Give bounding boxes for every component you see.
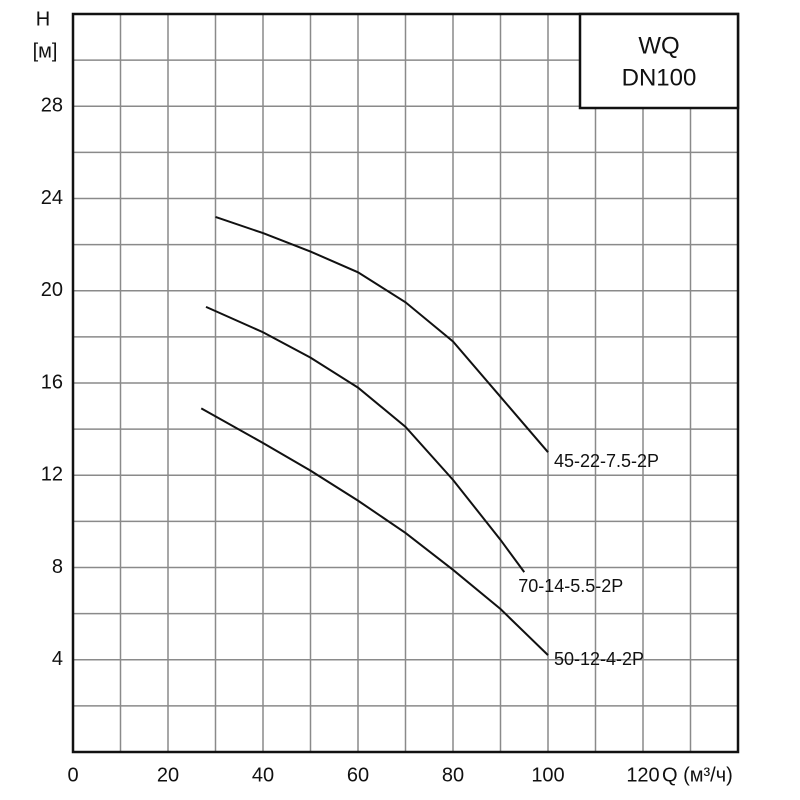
plot-frame bbox=[71, 12, 740, 754]
y-tick-label: 8 bbox=[52, 556, 63, 578]
curve bbox=[205, 305, 526, 573]
curves bbox=[200, 216, 549, 656]
y-tick-label: 16 bbox=[41, 371, 63, 393]
series-label: 50-12-4-2P bbox=[554, 649, 644, 669]
x-tick-label: 120 bbox=[626, 764, 659, 786]
x-tick-label: 0 bbox=[67, 764, 78, 786]
curve bbox=[215, 216, 549, 453]
y-axis-label: H bbox=[36, 8, 50, 30]
y-axis-unit: [м] bbox=[33, 40, 58, 62]
y-tick-label: 12 bbox=[41, 464, 63, 486]
title-box bbox=[578, 12, 740, 110]
x-tick-label: 60 bbox=[347, 764, 369, 786]
x-axis-label: Q (м³/ч) bbox=[662, 764, 733, 786]
x-tick-label: 20 bbox=[157, 764, 179, 786]
series-label: 45-22-7.5-2P bbox=[554, 451, 659, 471]
y-tick-label: 4 bbox=[52, 648, 63, 670]
x-tick-label: 80 bbox=[442, 764, 464, 786]
y-tick-label: 28 bbox=[41, 95, 63, 117]
y-tick-label: 20 bbox=[41, 279, 63, 301]
chart-title: WQ bbox=[638, 32, 679, 59]
y-tick-label: 24 bbox=[41, 187, 63, 209]
grid bbox=[72, 14, 738, 752]
chart-subtitle: DN100 bbox=[622, 64, 697, 91]
curve bbox=[200, 407, 549, 656]
series-label: 70-14-5.5-2P bbox=[518, 576, 623, 596]
x-tick-label: 100 bbox=[531, 764, 564, 786]
x-tick-label: 40 bbox=[252, 764, 274, 786]
